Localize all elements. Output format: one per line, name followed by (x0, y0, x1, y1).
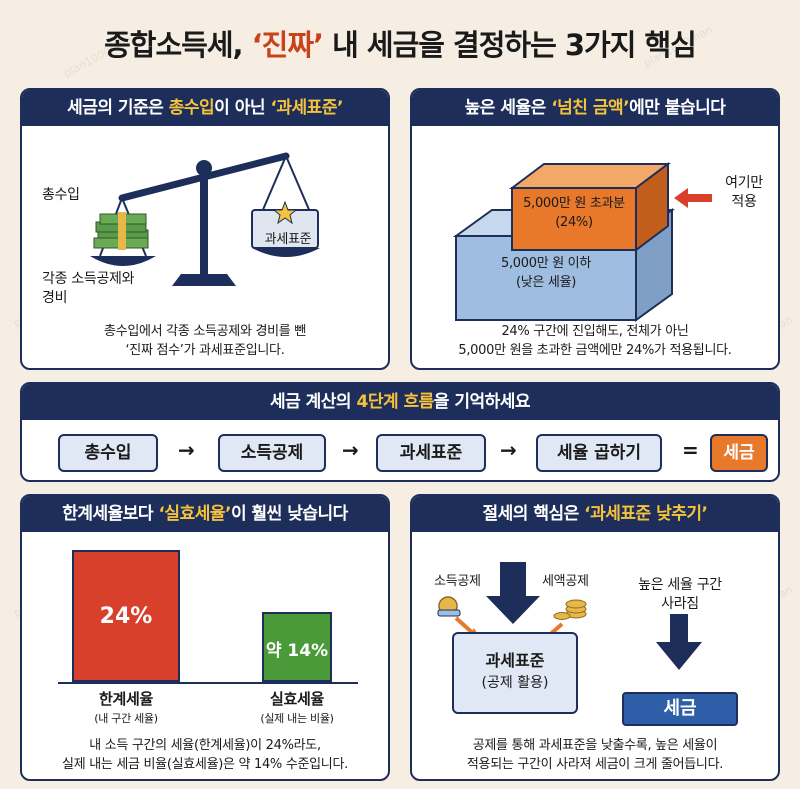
result-tax-box: 세금 (622, 692, 738, 726)
label-income: 총수입 (42, 187, 80, 203)
panel-heading: 세금 계산의 4단계 흐름을 기억하세요 (22, 384, 778, 420)
arrow-icon: → (178, 438, 195, 462)
bar-effective-value: 약 14% (265, 641, 329, 661)
star-icon (272, 200, 298, 225)
pointer-arrow-icon (674, 188, 712, 208)
step-result-tax: 세금 (710, 434, 768, 472)
panel-heading: 세금의 기준은 총수입이 아닌 ‘과세표준’ (22, 90, 388, 126)
equals-sign: = (682, 438, 699, 462)
label-income-deduction: 소득공제 (434, 574, 481, 589)
step-income: 총수입 (58, 434, 158, 472)
panel-effective-rate: 한계세율보다 ‘실효세율’이 훨씬 낮습니다 24% 약 14% 한계세율 (내… (20, 494, 390, 781)
money-stack-icon (93, 212, 149, 250)
page-title: 종합소득세, ‘진짜’ 내 세금을 결정하는 3가지 핵심 (104, 28, 697, 62)
panel-heading: 한계세율보다 ‘실효세율’이 훨씬 낮습니다 (22, 496, 388, 532)
bar-effective-label: 실효세율 (실제 내는 비율) (260, 690, 334, 725)
top-block-label: 5,000만 원 초과분 (24%) (523, 196, 625, 230)
panel-caption: 총수입에서 각종 소득공제와 경비를 뺀 ‘진짜 점수’가 과세표준입니다. (104, 324, 306, 358)
arrow-icon: → (500, 438, 517, 462)
step-apply-rate: 세율 곱하기 (536, 434, 662, 472)
panel-tax-saving: 절세의 핵심은 ‘과세표준 낮추기’ 소득공제 세액공제 과세표준 (공제 활용… (410, 494, 780, 781)
panel-tax-brackets: 높은 세율은 ‘넘친 금액’에만 붙습니다 5,000만 원 초과분 (24%)… (410, 88, 780, 370)
pointer-label: 여기만 적용 (725, 175, 763, 210)
bar-marginal-value: 24% (99, 604, 153, 629)
chart-baseline (58, 682, 358, 684)
balance-scale-icon (90, 152, 320, 286)
label-deductions: 각종 소득공제와 경비 (42, 271, 135, 306)
bar-marginal-rate (72, 550, 180, 682)
bar-effective-rate (262, 612, 332, 682)
panel-caption: 공제를 통해 과세표준을 낮출수록, 높은 세율이 적용되는 구간이 사라져 세… (466, 738, 724, 772)
arrow-icon: → (342, 438, 359, 462)
down-arrow-icon (486, 562, 540, 624)
bottom-block-label: 5,000만 원 이하 (낮은 세율) (500, 256, 592, 290)
label-tax-base: 과세표준 (264, 232, 312, 247)
panel-tax-base: 세금의 기준은 총수입이 아닌 ‘과세표준’ 총수입 각종 소득공제와 경비 과… (20, 88, 390, 370)
panel-calc-flow: 세금 계산의 4단계 흐름을 기억하세요 총수입 → 소득공제 → 과세표준 →… (20, 382, 780, 482)
down-arrow-icon (656, 614, 702, 670)
tax-base-box: 과세표준 (공제 활용) (452, 632, 578, 714)
label-tax-credit: 세액공제 (542, 574, 589, 589)
step-deduction: 소득공제 (218, 434, 326, 472)
panel-caption: 내 소득 구간의 세율(한계세율)이 24%라도, 실제 내는 세금 비율(실효… (62, 738, 348, 772)
step-tax-base: 과세표준 (376, 434, 486, 472)
panel-heading: 높은 세율은 ‘넘친 금액’에만 붙습니다 (412, 90, 778, 126)
stacked-blocks-graphic (452, 162, 712, 322)
bar-marginal-label: 한계세율 (내 구간 세율) (94, 690, 158, 725)
panel-caption: 24% 구간에 진입해도, 전체가 아닌 5,000만 원을 초과한 금액에만 … (458, 324, 732, 358)
panel-heading: 절세의 핵심은 ‘과세표준 낮추기’ (412, 496, 778, 532)
coin-stack-icon (553, 599, 587, 620)
coin-icon (437, 596, 461, 617)
label-high-bracket-removed: 높은 세율 구간 사라짐 (638, 577, 722, 612)
tax-saving-diagram (437, 562, 702, 670)
